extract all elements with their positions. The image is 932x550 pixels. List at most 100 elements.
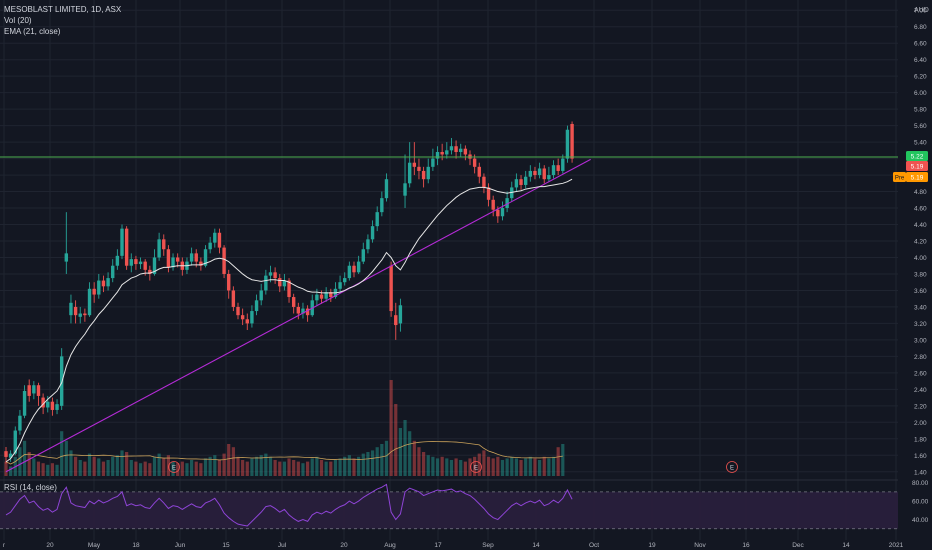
candle-body <box>236 306 240 316</box>
candle <box>477 162 481 184</box>
candle <box>282 273 287 291</box>
symbol-title[interactable]: MESOBLAST LIMITED, 1D, ASX <box>4 5 122 14</box>
volume-bar <box>125 452 129 476</box>
candle <box>69 294 73 324</box>
volume-legend[interactable]: Vol (20) <box>4 16 32 25</box>
volume-bar <box>403 420 407 476</box>
rsi-band <box>0 491 898 529</box>
volume-bar <box>194 461 198 476</box>
candle-body <box>486 187 491 200</box>
candle <box>329 288 333 302</box>
time-axis[interactable]: r 20 May 18 Jun 15 Jul 20 Aug 17 Sep 14 Oct 19 Nov 16 De… <box>3 542 904 549</box>
volume-bar <box>18 447 22 476</box>
volume-bar <box>510 456 514 476</box>
earnings-marker-icon[interactable] <box>726 461 738 473</box>
candle <box>533 166 537 180</box>
price-tick-label: 5.40 <box>914 140 927 147</box>
volume-bar <box>134 461 138 476</box>
volume-bar <box>27 452 31 476</box>
candle <box>370 220 375 243</box>
rsi-panel[interactable] <box>0 479 898 530</box>
candle <box>124 226 129 270</box>
candle-body <box>528 170 533 177</box>
volume-bar <box>208 456 212 476</box>
price-axis[interactable]: 7.006.806.606.406.206.005.805.605.405.20… <box>912 8 929 524</box>
candle-body <box>138 261 143 265</box>
rsi-legend[interactable]: RSI (14, close) <box>4 483 57 492</box>
earnings-marker-icon[interactable] <box>168 461 180 473</box>
candle <box>403 154 407 209</box>
candle <box>426 158 430 184</box>
volume-bar <box>292 460 296 476</box>
candle-body <box>421 170 426 180</box>
candle-body <box>361 249 365 262</box>
candle <box>435 146 440 166</box>
candle <box>301 302 305 319</box>
volume-bar <box>412 440 416 476</box>
volume-bar <box>380 444 384 476</box>
price-tick-label: 3.60 <box>914 288 927 295</box>
candle-body <box>500 208 505 217</box>
candle-body <box>296 306 301 314</box>
time-tick-label: Jun <box>175 542 186 549</box>
candle-body <box>120 228 124 256</box>
volume-bar <box>333 460 338 476</box>
candle-body <box>250 311 254 324</box>
time-tick-label: 19 <box>648 542 656 549</box>
volume-bar <box>259 455 263 476</box>
pre-price-tag: 5.19 <box>911 174 924 181</box>
candle-body <box>472 158 477 167</box>
candle-body <box>561 158 565 171</box>
trend-line <box>5 158 591 473</box>
candle-body <box>482 176 486 188</box>
rsi-tick-label: 40.00 <box>912 517 929 524</box>
volume-bar <box>542 456 546 476</box>
volume-bar <box>60 431 64 476</box>
ema-legend[interactable]: EMA (21, close) <box>4 27 61 36</box>
volume-bar <box>477 453 481 476</box>
rsi-tick-label: 60.00 <box>912 499 929 506</box>
candle <box>208 236 212 254</box>
candle-body <box>347 265 352 279</box>
volume-bar <box>347 455 351 476</box>
time-tick-label: Oct <box>589 542 599 549</box>
candle <box>259 283 263 306</box>
earnings-marker-icon[interactable] <box>470 461 482 473</box>
candle <box>570 121 574 163</box>
time-tick-label: May <box>88 542 101 549</box>
candle <box>83 308 87 322</box>
time-tick-label: 14 <box>842 542 850 549</box>
volume-bar <box>435 458 440 476</box>
volume-bar <box>449 460 454 476</box>
candle <box>129 253 133 273</box>
candle <box>356 255 361 274</box>
volume-bar <box>551 456 556 476</box>
candle-body <box>268 272 273 276</box>
volume-bar <box>417 447 421 476</box>
volume-bar <box>445 458 449 476</box>
volume-bar <box>46 464 50 476</box>
candle <box>431 148 435 171</box>
candle <box>417 158 421 180</box>
price-tick-label: 4.00 <box>914 255 927 262</box>
volume-bar <box>36 461 41 476</box>
volume-bar <box>454 458 458 476</box>
volume-bar <box>278 461 282 476</box>
candle-body <box>27 385 31 396</box>
earnings-marker-label: E <box>474 466 478 472</box>
legend: MESOBLAST LIMITED, 1D, ASX Vol (20) EMA … <box>4 5 122 492</box>
candle-body <box>157 239 161 258</box>
candle <box>250 305 254 328</box>
price-tick-label: 1.40 <box>914 469 927 476</box>
time-tick-label: 18 <box>132 542 140 549</box>
volume-bar <box>199 463 203 476</box>
volume-bar <box>547 458 551 476</box>
candle <box>13 426 17 456</box>
candle-body <box>514 179 519 188</box>
volume-bar <box>106 460 110 476</box>
candle <box>324 287 328 302</box>
candle <box>120 224 124 260</box>
volume-bar <box>87 453 92 476</box>
